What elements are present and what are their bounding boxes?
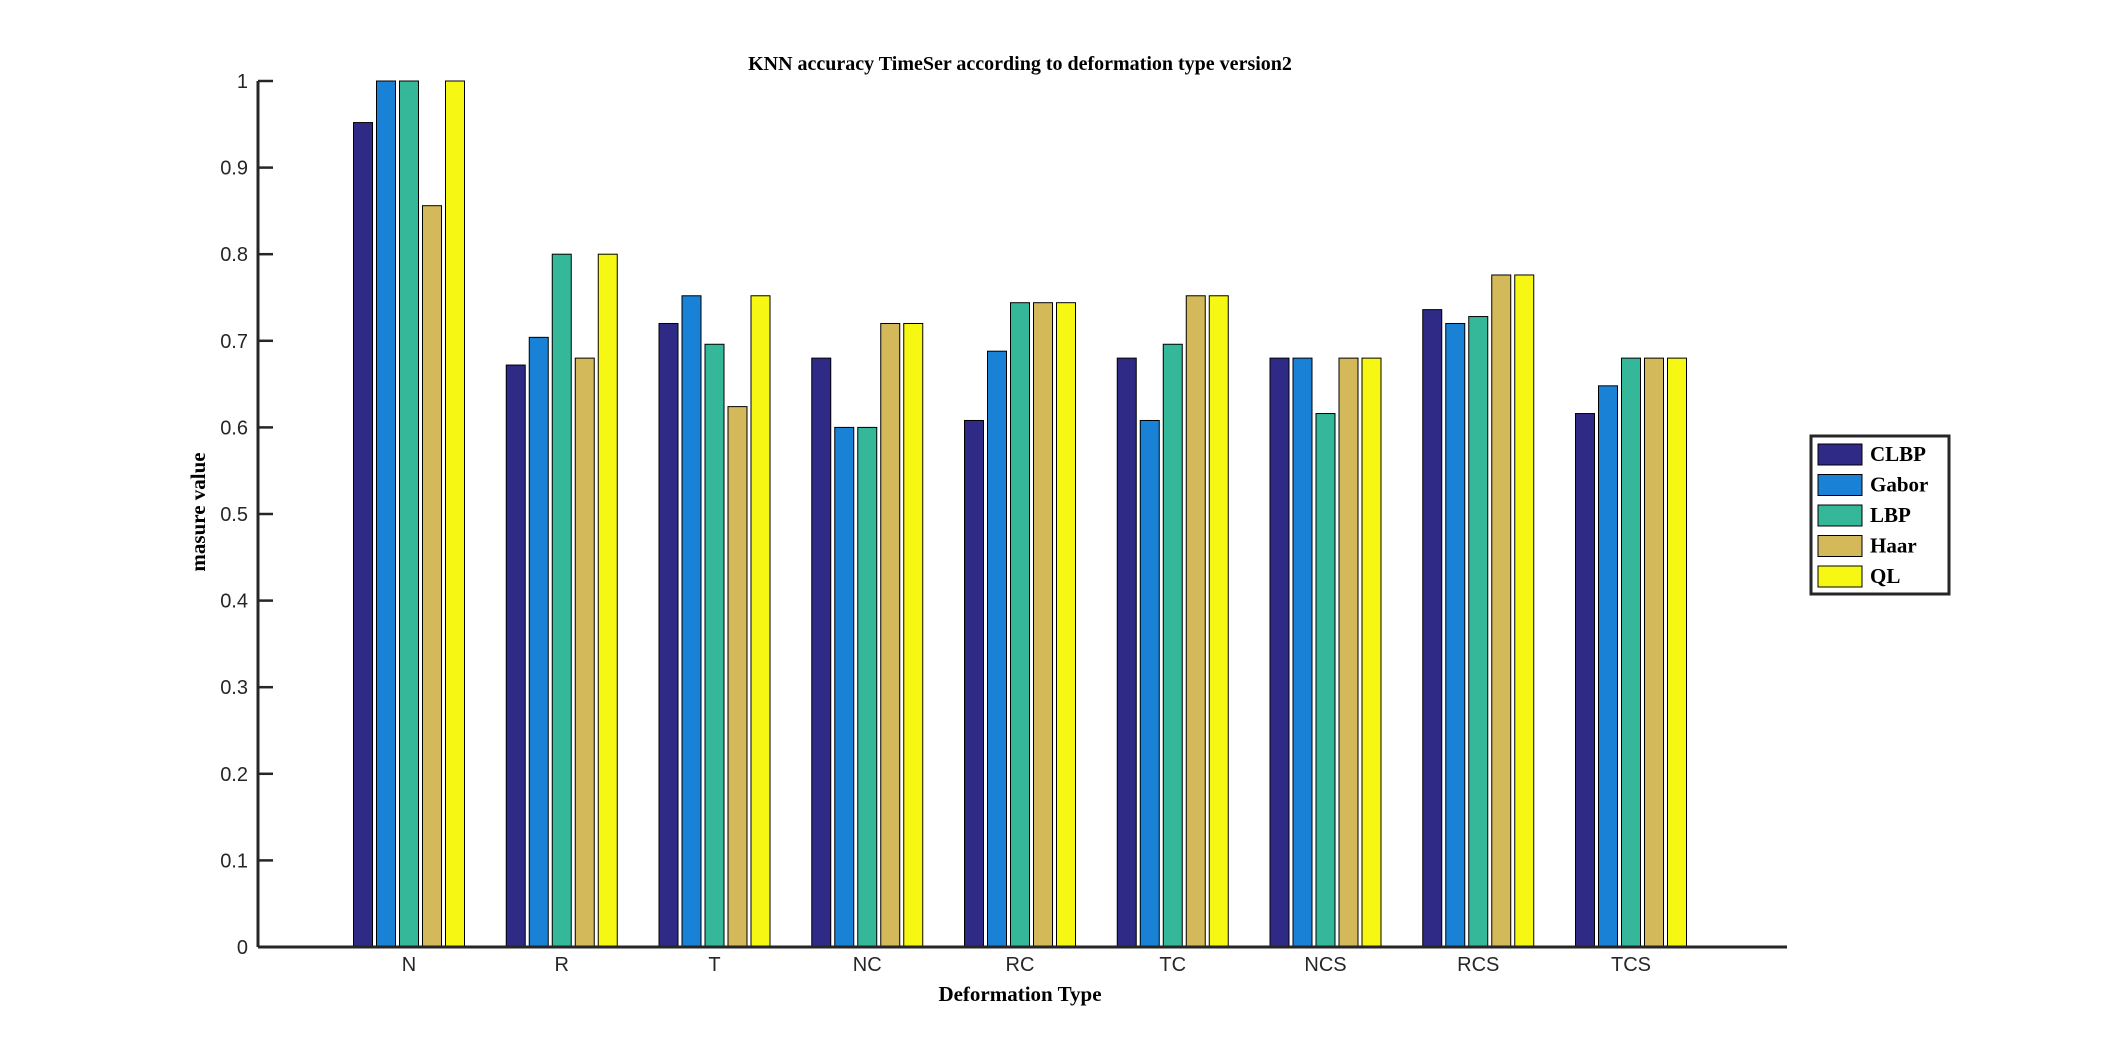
y-tick-label: 0 [237,937,248,959]
x-tick-label: T [708,954,720,976]
bar-clbp-rc [964,419,984,948]
bar-ql-tcs [1667,357,1687,948]
bar-gabor-n [376,80,396,948]
bar-lbp-rcs [1468,316,1489,948]
bar-lbp-r [551,253,572,948]
bar-haar-nc [880,322,901,948]
legend-label-lbp: LBP [1870,503,1911,527]
y-tick-label: 0.9 [220,158,248,180]
bar-ql-rcs [1514,274,1535,948]
legend-label-clbp: CLBP [1870,442,1926,466]
bar-ql-rc [1056,302,1076,948]
bar-gabor-rc [987,350,1007,948]
x-tick-label: R [555,954,569,976]
bar-clbp-n [353,122,373,948]
bar-clbp-t [658,322,679,948]
y-tick-label: 0.3 [220,677,248,699]
legend-label-ql: QL [1870,564,1900,588]
bar-ql-nc [903,322,924,948]
x-tick-label: RC [1006,954,1035,976]
legend-label-haar: Haar [1870,534,1917,558]
bars-layer [353,80,1687,948]
bar-lbp-ncs [1315,413,1336,948]
bar-gabor-nc [834,426,855,948]
y-tick-label: 0.1 [220,850,248,872]
chart-title: KNN accuracy TimeSer according to deform… [748,53,1292,75]
bar-haar-rcs [1491,274,1512,948]
bar-haar-rc [1033,302,1053,948]
x-tick-label: N [402,954,416,976]
bar-ql-ncs [1361,357,1382,948]
bar-haar-tcs [1644,357,1664,948]
axes-layer: 0 0.1 0.2 0.3 0.4 0.5 0.6 0.7 0.8 0.9 1 N R T NC RC TC NC… [220,71,1787,976]
bar-lbp-nc [857,426,878,948]
bar-gabor-tcs [1598,385,1618,948]
legend-swatch-lbp [1817,504,1863,527]
legend-label-gabor: Gabor [1870,473,1928,497]
y-axis-label: masure value [186,452,210,571]
bar-clbp-tc [1116,357,1137,948]
x-tick-label: TCS [1611,954,1651,976]
y-tick-label: 0.8 [220,244,248,266]
bar-ql-r [597,253,618,948]
y-tick-label: 0.7 [220,331,248,353]
legend-swatch-gabor [1817,474,1863,496]
bar-lbp-tcs [1621,357,1641,948]
bar-lbp-n [399,80,419,948]
bar-haar-n [422,205,442,948]
bar-haar-r [574,357,595,948]
legend-swatch-haar [1817,535,1863,557]
bar-gabor-t [681,295,702,948]
bar-gabor-tc [1139,419,1160,948]
bar-clbp-ncs [1269,357,1290,948]
legend: CLBP Gabor LBP Haar QL [1809,434,1951,596]
bar-clbp-tcs [1575,413,1595,948]
bar-gabor-rcs [1445,322,1466,948]
bar-ql-n [445,80,465,948]
y-tick-label: 1 [237,71,248,93]
bar-lbp-rc [1010,302,1030,948]
x-tick-label: RCS [1457,954,1499,976]
bar-ql-tc [1208,295,1229,948]
bar-ql-t [750,295,771,948]
bar-lbp-tc [1162,343,1183,948]
y-tick-label: 0.6 [220,417,248,439]
bar-gabor-ncs [1292,357,1313,948]
bar-gabor-r [528,336,549,948]
y-tick-label: 0.4 [220,591,248,613]
y-tick-label: 0.5 [220,504,248,526]
x-axis-label: Deformation Type [938,982,1101,1006]
bar-clbp-r [505,364,526,948]
bar-haar-tc [1185,295,1206,948]
bar-haar-t [727,406,748,948]
x-tick-label: NC [853,954,882,976]
bar-haar-ncs [1338,357,1359,948]
y-tick-label: 0.2 [220,764,248,786]
legend-swatch-clbp [1817,443,1863,466]
bar-clbp-nc [811,357,832,948]
bar-lbp-t [704,343,725,948]
bar-clbp-rcs [1422,309,1443,948]
x-tick-label: TC [1159,954,1186,976]
legend-swatch-ql [1817,565,1863,588]
x-tick-label: NCS [1304,954,1346,976]
